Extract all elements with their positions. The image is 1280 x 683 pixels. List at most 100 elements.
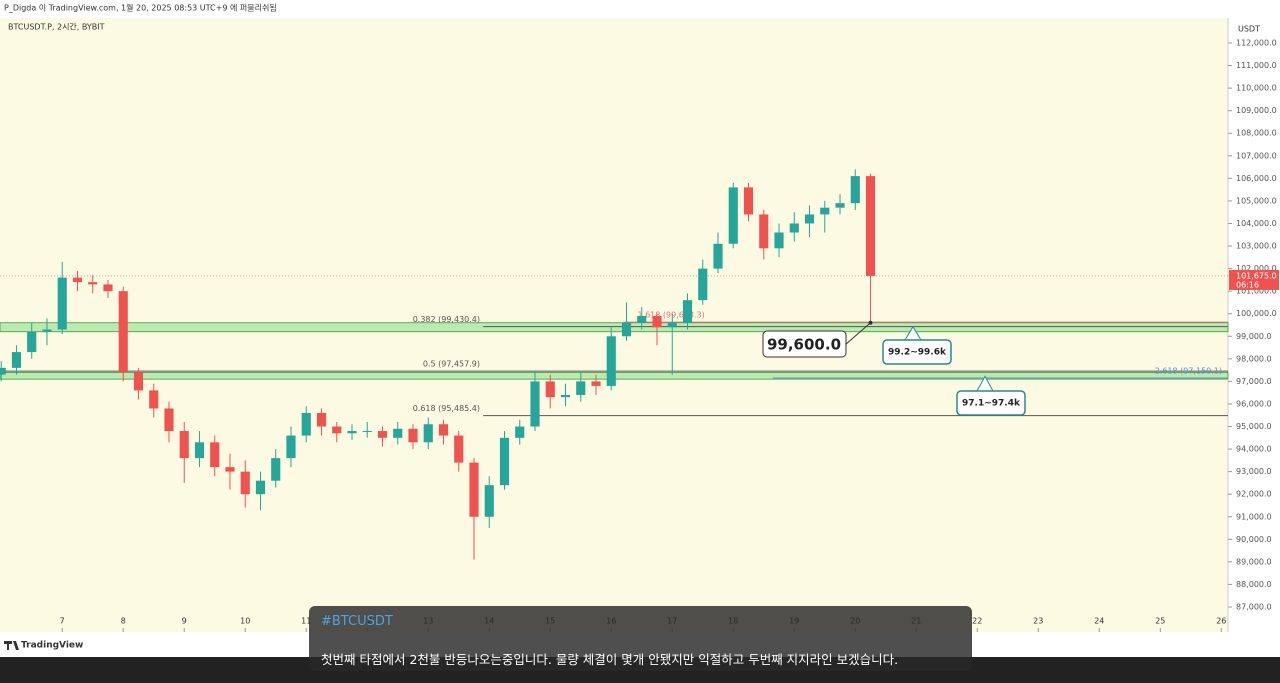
- zone-label-box: [956, 390, 1026, 416]
- x-tick-label: 23: [1033, 617, 1043, 626]
- zone-label: 97.1~97.4k: [962, 399, 1021, 409]
- caption-text: 첫번째 타점에서 2천불 반등나오는중입니다. 물량 체결이 몇개 안됐지만 익…: [321, 652, 899, 667]
- candle-body: [667, 322, 677, 328]
- y-tick-label: 102,000.0: [1236, 264, 1277, 273]
- y-tick-label: 88,000.0: [1236, 580, 1272, 589]
- y-tick-label: 101,000.0: [1236, 287, 1277, 296]
- zone-label: 99.2~99.6k: [888, 348, 947, 358]
- candle-body: [591, 381, 601, 386]
- candle-body: [316, 412, 327, 427]
- candle-body: [499, 437, 510, 486]
- y-tick-label: 87,000.0: [1236, 603, 1272, 612]
- candle-body: [820, 207, 830, 215]
- candle-body: [865, 176, 876, 276]
- candle-body: [347, 431, 357, 434]
- candle-body: [301, 412, 311, 436]
- y-tick-label: 94,000.0: [1236, 445, 1272, 454]
- candle-body: [133, 372, 144, 391]
- y-tick-label: 105,000.0: [1236, 196, 1277, 205]
- x-tick-label: 11: [301, 617, 311, 626]
- candle-body: [637, 315, 647, 323]
- candle-body: [545, 381, 555, 398]
- y-tick-label: 89,000.0: [1236, 557, 1272, 566]
- zone-label-pointer: [904, 325, 922, 341]
- candle-body: [438, 424, 449, 436]
- fib-label: 0.382 (99,430.4): [413, 315, 480, 324]
- candle-body: [835, 203, 845, 208]
- candle-body: [621, 322, 632, 337]
- y-tick-label: 98,000.0: [1236, 354, 1272, 363]
- candle-body: [850, 176, 860, 204]
- candle-body: [286, 435, 296, 459]
- y-tick-label: 112,000.0: [1236, 39, 1277, 48]
- y-tick-label: 91,000.0: [1236, 512, 1272, 521]
- candle-body: [271, 458, 281, 481]
- brand: TradingView: [21, 641, 83, 651]
- fib-label: 0.618 (95,485.4): [413, 404, 480, 413]
- x-tick-label: 7: [60, 617, 65, 626]
- candle-body: [774, 232, 784, 249]
- caption: #BTCUSDT 첫번째 타점에서 2천불 반등나오는중입니다. 물량 체결이 …: [309, 606, 972, 671]
- candle-body: [0, 367, 6, 375]
- candle-body: [576, 381, 586, 395]
- y-tick-label: 93,000.0: [1236, 467, 1272, 476]
- y-tick-label: 92,000.0: [1236, 490, 1272, 499]
- x-tick-label: 25: [1155, 617, 1165, 626]
- last-price-label: 101,675.0: [1236, 271, 1277, 280]
- candle-body: [789, 223, 799, 233]
- candle-body: [560, 394, 571, 398]
- candle-body: [332, 426, 342, 434]
- x-tick-label: 10: [240, 617, 250, 626]
- zone-label-pointer: [976, 375, 994, 392]
- candle-body: [164, 408, 174, 432]
- callout-dot: [868, 320, 873, 325]
- y-tick-label: 108,000.0: [1236, 129, 1277, 138]
- candle-body: [408, 428, 418, 443]
- y-tick-label: 106,000.0: [1236, 174, 1277, 183]
- candle-body: [11, 352, 22, 368]
- candle-body: [484, 485, 494, 517]
- y-unit: USDT: [1238, 25, 1260, 34]
- y-tick-label: 111,000.0: [1236, 61, 1277, 70]
- candle-body: [469, 462, 479, 517]
- x-tick-label: 8: [121, 617, 126, 626]
- publisher: P_Digda 이 TradingView.com, 1월 20, 2025 0…: [4, 3, 277, 13]
- candle-body: [210, 442, 220, 468]
- callout-pointer: [844, 322, 871, 346]
- candle-body: [57, 277, 67, 330]
- y-tick-label: 103,000.0: [1236, 242, 1277, 251]
- candle-body: [118, 291, 128, 373]
- candle-body: [240, 471, 250, 495]
- brand-logo: [4, 641, 19, 650]
- candle-body: [393, 428, 403, 438]
- candle-body: [454, 435, 464, 463]
- caption-tag: #BTCUSDT: [321, 614, 393, 629]
- candle-body: [759, 214, 769, 249]
- candle-body: [88, 282, 98, 285]
- candle-body: [698, 268, 708, 301]
- callout-label: 99,600.0: [767, 336, 841, 354]
- candle-body: [606, 336, 616, 386]
- countdown: 06:16: [1236, 280, 1259, 289]
- candle-body: [804, 214, 815, 224]
- fib-label: 0.5 (97,457.9): [423, 360, 480, 369]
- candle-body: [225, 467, 235, 472]
- candle-body: [728, 187, 738, 244]
- x-tick-label: 24: [1094, 617, 1104, 626]
- candle-body: [423, 424, 433, 443]
- x-tick-label: 9: [182, 617, 187, 626]
- candle-body: [42, 329, 52, 332]
- y-tick-label: 107,000.0: [1236, 151, 1277, 160]
- zone: [0, 322, 1229, 333]
- chart-title: BTCUSDT.P, 2시간, BYBIT: [8, 22, 105, 32]
- candle-body: [530, 381, 540, 427]
- y-tick-label: 95,000.0: [1236, 422, 1272, 431]
- y-tick-label: 99,000.0: [1236, 332, 1272, 341]
- candle-body: [255, 480, 266, 495]
- y-tick-label: 100,000.0: [1236, 309, 1277, 318]
- x-tick-label: 26: [1216, 617, 1226, 626]
- zone-label-box: [882, 339, 952, 365]
- candle-body: [713, 243, 723, 269]
